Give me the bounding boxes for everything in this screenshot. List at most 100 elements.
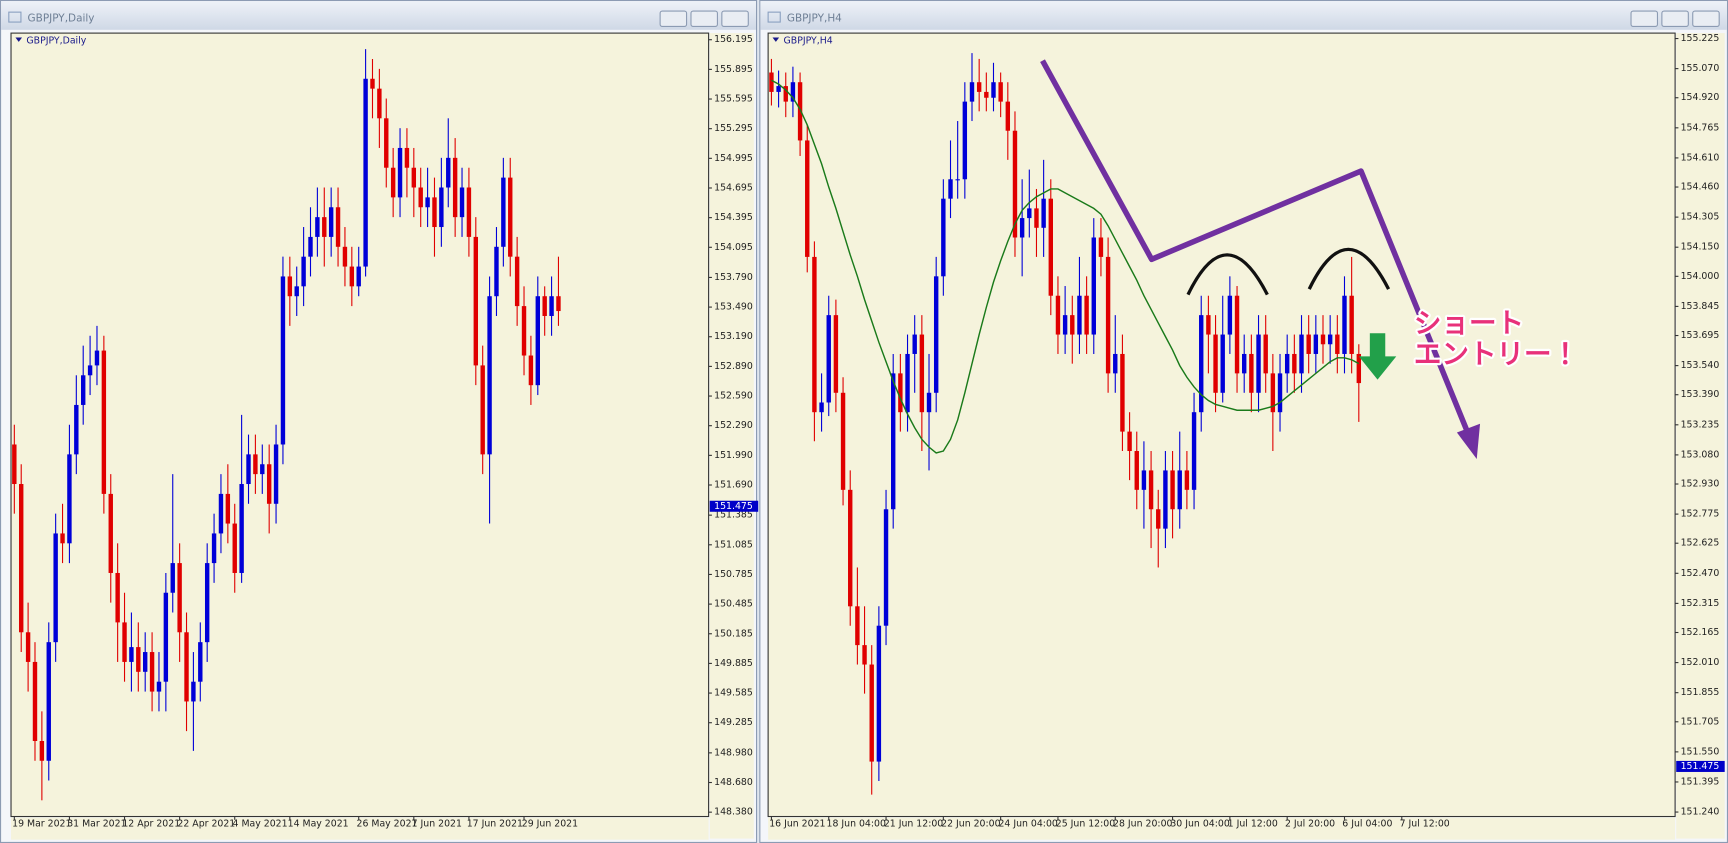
y-tick-label: 153.190 — [714, 331, 753, 342]
candle-body — [969, 82, 975, 102]
y-tick-label: 152.930 — [1681, 479, 1720, 490]
y-tick-label: 153.790 — [714, 272, 753, 283]
candle-body — [67, 454, 72, 544]
y-tick-label: 155.295 — [714, 123, 753, 134]
y-tick-label: 148.680 — [714, 777, 753, 788]
chart-title: GBPJPY,H4 — [784, 35, 833, 46]
candle-body — [1048, 198, 1053, 296]
candle-body — [335, 207, 341, 247]
y-tick-label: 150.785 — [714, 569, 753, 580]
candle-body — [790, 82, 796, 102]
y-tick-label: 151.395 — [1681, 776, 1720, 787]
candle-body — [494, 246, 499, 297]
candle-body — [1342, 295, 1347, 354]
candle-body — [1120, 353, 1125, 432]
candle-body — [1191, 412, 1197, 490]
y-tick-label: 154.765 — [1681, 122, 1720, 133]
candle-body — [170, 563, 175, 593]
candle-body — [869, 664, 874, 762]
y-tick-label: 154.920 — [1681, 92, 1720, 103]
candle-body — [955, 179, 960, 181]
candle-body — [840, 392, 846, 490]
candle-body — [919, 334, 925, 413]
candle-body — [129, 647, 134, 662]
candle-body — [225, 493, 231, 524]
candle-body — [53, 533, 58, 643]
y-tick-label: 153.490 — [714, 302, 753, 313]
candle-body — [25, 632, 31, 662]
candle-body — [163, 592, 169, 682]
y-tick-label: 154.305 — [1681, 212, 1720, 223]
candle-body — [926, 392, 932, 413]
window-button-max — [1661, 10, 1689, 28]
axis-area — [1676, 33, 1725, 839]
candle-body — [549, 296, 554, 316]
candle-body — [1356, 353, 1362, 384]
x-tick-label: 28 Jun 20:00 — [1113, 819, 1172, 830]
candle-body — [301, 256, 306, 287]
candle-body — [501, 177, 506, 247]
y-tick-label: 153.695 — [1681, 330, 1720, 341]
y-tick-label: 152.625 — [1681, 538, 1720, 549]
candle-body — [439, 187, 444, 228]
annotations: ショート エントリー！ — [1040, 59, 1581, 460]
candle-body — [32, 661, 38, 742]
candle-body — [805, 140, 810, 257]
candle-body — [1320, 334, 1326, 345]
y-tick-label: 149.285 — [714, 717, 753, 728]
candle-body — [812, 256, 817, 413]
chart-title: GBPJPY,Daily — [26, 35, 86, 46]
candle-body — [459, 187, 465, 218]
candle-body — [308, 236, 313, 257]
candle-body — [998, 82, 1003, 102]
candle-body — [418, 187, 423, 208]
candle-body — [542, 296, 547, 316]
candle-body — [411, 167, 417, 188]
candle-body — [287, 276, 293, 297]
candle-body — [356, 266, 361, 287]
candle-body — [833, 315, 839, 393]
candle-body — [1156, 509, 1161, 529]
x-tick-label: 2 Jul 20:00 — [1285, 819, 1335, 830]
candle-body — [1213, 334, 1218, 393]
candle-body — [776, 86, 781, 92]
y-tick-label: 152.315 — [1681, 598, 1720, 609]
candle-body — [883, 509, 889, 626]
moving-average — [771, 79, 1360, 454]
candle-body — [328, 207, 334, 237]
candle-body — [156, 681, 162, 692]
candle-body — [848, 489, 853, 607]
candle-body — [1306, 334, 1311, 354]
candle-body — [521, 306, 527, 356]
y-tick-label: 151.990 — [714, 450, 753, 461]
x-tick-label: 7 Jun 2021 — [412, 819, 462, 830]
candle-body — [1019, 218, 1025, 238]
window-button-close[interactable] — [1692, 10, 1720, 28]
candle-body — [87, 365, 93, 376]
candle-body — [253, 454, 258, 475]
candle-body — [1005, 101, 1011, 131]
y-tick-label: 151.550 — [1681, 746, 1720, 757]
candle-body — [1148, 470, 1154, 510]
candle-body — [149, 652, 155, 692]
candle-body — [480, 365, 485, 455]
candle-body — [1062, 315, 1068, 335]
trend-arrow-head — [1456, 423, 1481, 460]
candle-body — [390, 167, 396, 198]
y-tick-label: 154.995 — [714, 153, 753, 164]
date-area — [768, 817, 1676, 840]
y-tick-label: 152.165 — [1681, 627, 1720, 638]
x-tick-label: 7 Jul 12:00 — [1400, 819, 1450, 830]
candle-body — [184, 632, 189, 702]
candle-body — [1242, 353, 1247, 374]
candle-body — [891, 373, 896, 510]
window-button-close[interactable] — [721, 10, 749, 28]
candle-body — [142, 652, 148, 672]
candle-body — [446, 157, 451, 188]
y-tick-label: 151.085 — [714, 539, 753, 550]
candle-body — [294, 286, 299, 297]
y-tick-label: 154.000 — [1681, 271, 1720, 282]
candle-body — [239, 484, 244, 573]
axis-area — [709, 33, 754, 839]
